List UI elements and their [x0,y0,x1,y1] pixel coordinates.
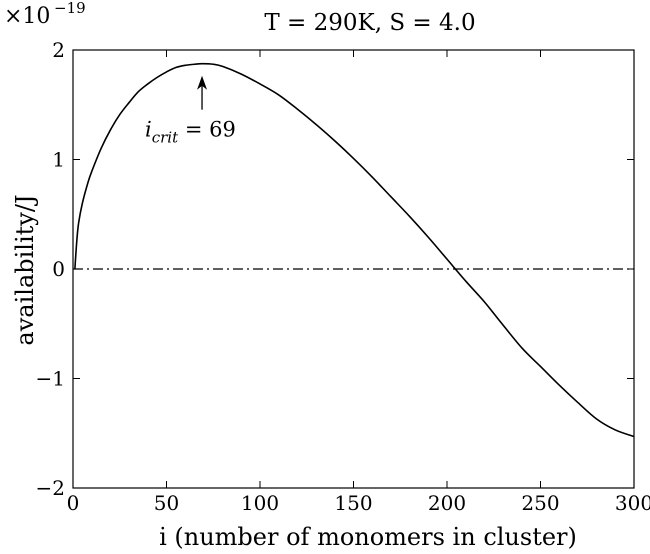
plot-area: 0 50 100 150 200 250 300 −2 −1 0 1 2 icrit = 69 [36,38,650,515]
x-tick-label: 200 [428,491,466,515]
y-tick-label: 1 [52,148,65,172]
x-tick-label: 0 [67,491,80,515]
x-axis-label: i (number of monomers in cluster) [159,523,577,551]
ticks: 0 50 100 150 200 250 300 −2 −1 0 1 2 [36,38,650,515]
x-tick-label: 250 [521,491,559,515]
x-tick-label: 50 [154,491,179,515]
i-crit-annotation: icrit = 69 [145,75,236,147]
x-tick-label: 100 [241,491,279,515]
y-multiplier-exponent: −19 [54,0,86,17]
y-multiplier: ×10 −19 [4,0,86,29]
y-axis-label: availability/J [11,194,39,345]
x-tick-label: 150 [334,491,372,515]
chart-title: T = 290K, S = 4.0 [264,10,475,36]
y-tick-label: −2 [36,476,65,500]
annotation-label: icrit = 69 [145,118,236,147]
availability-curve [74,62,635,438]
y-tick-label: 0 [52,257,65,281]
y-tick-label: −1 [36,367,65,391]
annotation-arrowhead [197,75,208,90]
y-tick-label: 2 [52,38,65,62]
y-multiplier-base: ×10 [4,4,50,29]
x-tick-label: 300 [615,491,650,515]
